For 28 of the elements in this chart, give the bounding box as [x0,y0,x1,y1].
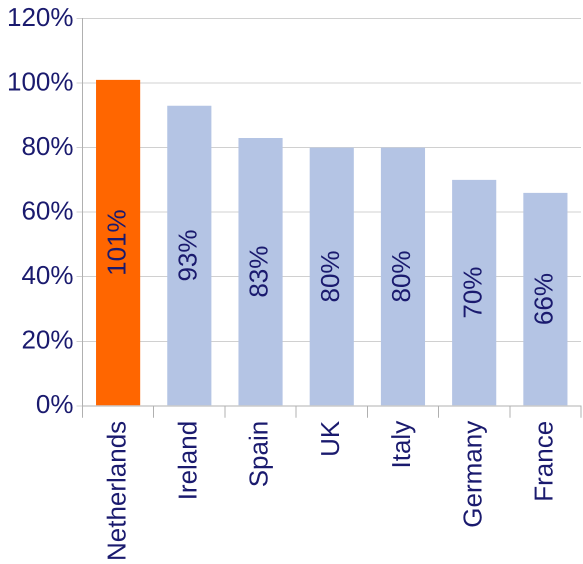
y-tick-label: 0% [36,388,74,419]
y-tick-label: 40% [21,260,74,290]
data-label: 83% [244,246,274,298]
bar [380,148,426,406]
x-tick-label: Italy [386,420,416,468]
data-label: 80% [386,250,416,303]
x-tick-label: France [528,420,559,502]
x-tick-label: Spain [244,420,274,488]
bar [238,138,283,406]
x-tick-label: Ireland [172,420,202,500]
y-tick-label: 120% [7,2,74,32]
y-tick-label: 60% [21,195,74,226]
y-tick-label: 100% [7,66,74,96]
x-tick-label: Netherlands [101,420,132,562]
y-tick-label: 20% [21,324,74,354]
y-tick-label: 80% [21,130,74,161]
bar [523,192,568,406]
data-label: 80% [314,250,345,303]
bar [96,80,140,406]
data-label: 93% [172,229,202,282]
x-tick-label: UK [314,420,345,457]
bar [452,180,496,406]
bar [167,106,212,406]
x-tick-label: Germany [457,420,488,528]
bar [310,148,354,406]
data-label: 66% [528,273,559,326]
data-label: 101% [101,209,132,276]
data-label: 70% [457,266,488,319]
